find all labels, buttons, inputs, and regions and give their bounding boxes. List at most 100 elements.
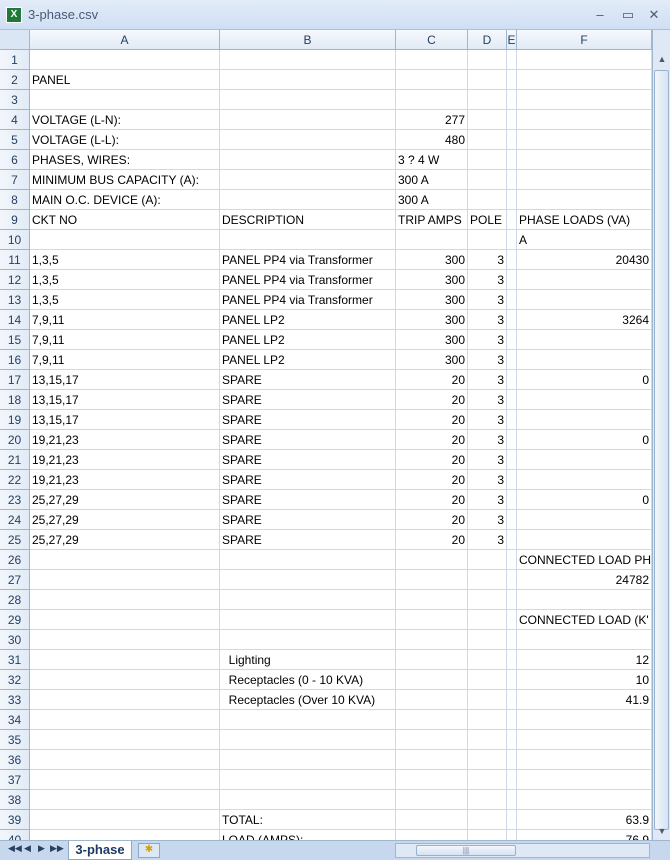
horizontal-scroll-thumb[interactable]: ||| xyxy=(416,845,516,856)
cell-B7[interactable] xyxy=(220,170,396,190)
row-header[interactable]: 40 xyxy=(0,830,30,840)
row-header[interactable]: 12 xyxy=(0,270,30,290)
cell-F38[interactable] xyxy=(517,790,652,810)
cell-B23[interactable]: SPARE xyxy=(220,490,396,510)
cell-A22[interactable]: 19,21,23 xyxy=(30,470,220,490)
row-header[interactable]: 32 xyxy=(0,670,30,690)
row-header[interactable]: 6 xyxy=(0,150,30,170)
sheet-tab-3-phase[interactable]: 3-phase xyxy=(68,841,132,860)
cell-D8[interactable] xyxy=(468,190,507,210)
cell-B34[interactable] xyxy=(220,710,396,730)
cell-F8[interactable] xyxy=(517,190,652,210)
vertical-scrollbar[interactable]: ▲ ▼ xyxy=(652,30,670,840)
cell-D25[interactable]: 3 xyxy=(468,530,507,550)
cell-E13[interactable] xyxy=(507,290,517,310)
column-header-A[interactable]: A xyxy=(30,30,220,50)
row-header[interactable]: 38 xyxy=(0,790,30,810)
cell-F39[interactable]: 63.9 xyxy=(517,810,652,830)
cell-F20[interactable]: 0 xyxy=(517,430,652,450)
last-sheet-icon[interactable]: ▶▶ xyxy=(50,843,64,853)
cell-B13[interactable]: PANEL PP4 via Transformer xyxy=(220,290,396,310)
row-header[interactable]: 23 xyxy=(0,490,30,510)
cell-D29[interactable] xyxy=(468,610,507,630)
cell-F18[interactable] xyxy=(517,390,652,410)
cell-E4[interactable] xyxy=(507,110,517,130)
cell-C35[interactable] xyxy=(396,730,468,750)
cell-C6[interactable]: 3 ? 4 W xyxy=(396,150,468,170)
row-header[interactable]: 33 xyxy=(0,690,30,710)
cell-A14[interactable]: 7,9,11 xyxy=(30,310,220,330)
cell-F15[interactable] xyxy=(517,330,652,350)
cell-C3[interactable] xyxy=(396,90,468,110)
cell-D1[interactable] xyxy=(468,50,507,70)
select-all-button[interactable] xyxy=(0,30,30,50)
row-header[interactable]: 1 xyxy=(0,50,30,70)
cell-E6[interactable] xyxy=(507,150,517,170)
cell-E5[interactable] xyxy=(507,130,517,150)
cell-C20[interactable]: 20 xyxy=(396,430,468,450)
cell-F36[interactable] xyxy=(517,750,652,770)
cell-A2[interactable]: PANEL xyxy=(30,70,220,90)
cell-D28[interactable] xyxy=(468,590,507,610)
cell-A6[interactable]: PHASES, WIRES: xyxy=(30,150,220,170)
cell-C16[interactable]: 300 xyxy=(396,350,468,370)
cell-D36[interactable] xyxy=(468,750,507,770)
cell-B11[interactable]: PANEL PP4 via Transformer xyxy=(220,250,396,270)
cell-B26[interactable] xyxy=(220,550,396,570)
cell-C22[interactable]: 20 xyxy=(396,470,468,490)
cell-A27[interactable] xyxy=(30,570,220,590)
cell-D35[interactable] xyxy=(468,730,507,750)
cell-B18[interactable]: SPARE xyxy=(220,390,396,410)
cell-C14[interactable]: 300 xyxy=(396,310,468,330)
cell-B17[interactable]: SPARE xyxy=(220,370,396,390)
cell-E40[interactable] xyxy=(507,830,517,840)
cell-D10[interactable] xyxy=(468,230,507,250)
cell-E38[interactable] xyxy=(507,790,517,810)
cell-D30[interactable] xyxy=(468,630,507,650)
cell-A38[interactable] xyxy=(30,790,220,810)
cell-C19[interactable]: 20 xyxy=(396,410,468,430)
cell-C34[interactable] xyxy=(396,710,468,730)
row-header[interactable]: 25 xyxy=(0,530,30,550)
row-header[interactable]: 37 xyxy=(0,770,30,790)
row-header[interactable]: 19 xyxy=(0,410,30,430)
spreadsheet-grid[interactable]: A B C D E F 1 2 PANEL 3 4 VOLTAGE (L-N): 277 5 VOLTAGE… xyxy=(0,30,652,840)
cell-D33[interactable] xyxy=(468,690,507,710)
cell-E24[interactable] xyxy=(507,510,517,530)
cell-F27[interactable]: 24782 xyxy=(517,570,652,590)
cell-E7[interactable] xyxy=(507,170,517,190)
cell-E1[interactable] xyxy=(507,50,517,70)
row-header[interactable]: 26 xyxy=(0,550,30,570)
cell-E35[interactable] xyxy=(507,730,517,750)
cell-D4[interactable] xyxy=(468,110,507,130)
column-header-B[interactable]: B xyxy=(220,30,396,50)
row-header[interactable]: 13 xyxy=(0,290,30,310)
cell-E2[interactable] xyxy=(507,70,517,90)
cell-F13[interactable] xyxy=(517,290,652,310)
cell-F9[interactable]: PHASE LOADS (VA) xyxy=(517,210,652,230)
cell-F12[interactable] xyxy=(517,270,652,290)
cell-E8[interactable] xyxy=(507,190,517,210)
cell-A11[interactable]: 1,3,5 xyxy=(30,250,220,270)
cell-B20[interactable]: SPARE xyxy=(220,430,396,450)
cell-C18[interactable]: 20 xyxy=(396,390,468,410)
column-header-D[interactable]: D xyxy=(468,30,507,50)
cell-F37[interactable] xyxy=(517,770,652,790)
row-header[interactable]: 35 xyxy=(0,730,30,750)
cell-F34[interactable] xyxy=(517,710,652,730)
row-header[interactable]: 3 xyxy=(0,90,30,110)
scroll-down-icon[interactable]: ▼ xyxy=(657,826,667,836)
cell-A16[interactable]: 7,9,11 xyxy=(30,350,220,370)
cell-A9[interactable]: CKT NO xyxy=(30,210,220,230)
cell-E12[interactable] xyxy=(507,270,517,290)
cell-E25[interactable] xyxy=(507,530,517,550)
cell-F1[interactable] xyxy=(517,50,652,70)
cell-B29[interactable] xyxy=(220,610,396,630)
cell-F31[interactable]: 12 xyxy=(517,650,652,670)
cell-E18[interactable] xyxy=(507,390,517,410)
cell-D27[interactable] xyxy=(468,570,507,590)
cell-C38[interactable] xyxy=(396,790,468,810)
cell-A17[interactable]: 13,15,17 xyxy=(30,370,220,390)
cell-B33[interactable]: Receptacles (Over 10 KVA) xyxy=(220,690,396,710)
row-header[interactable]: 28 xyxy=(0,590,30,610)
